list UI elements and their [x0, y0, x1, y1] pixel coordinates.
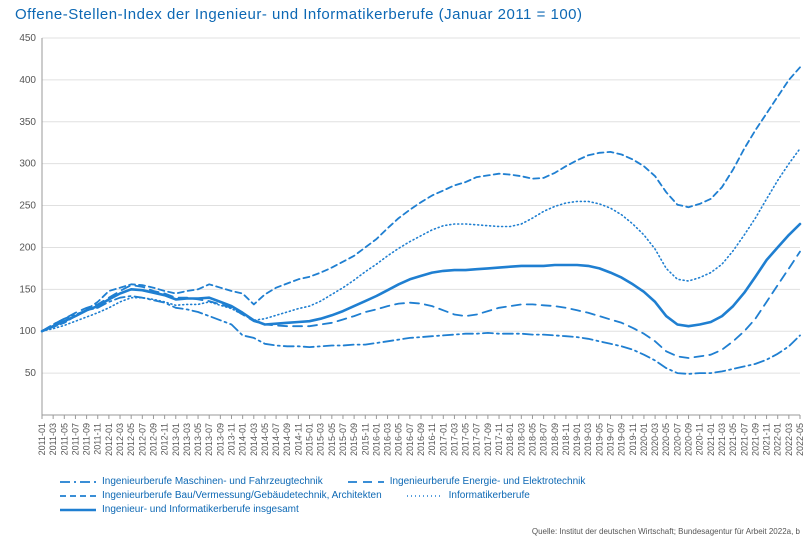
svg-text:2012-01: 2012-01 — [104, 423, 114, 456]
svg-text:2011-11: 2011-11 — [93, 423, 103, 455]
svg-text:2021-09: 2021-09 — [750, 423, 760, 456]
svg-text:2014-09: 2014-09 — [282, 423, 292, 456]
svg-text:2017-03: 2017-03 — [449, 423, 459, 456]
legend-label: Ingenieurberufe Energie- und Elektrotech… — [390, 475, 586, 489]
svg-text:2012-11: 2012-11 — [160, 423, 170, 455]
svg-text:2017-01: 2017-01 — [438, 423, 448, 456]
series-energie — [42, 252, 800, 358]
svg-text:50: 50 — [25, 368, 37, 379]
svg-text:2019-09: 2019-09 — [617, 423, 627, 456]
legend-item-maschinen: Ingenieurberufe Maschinen- und Fahrzeugt… — [60, 475, 323, 489]
svg-text:2014-03: 2014-03 — [249, 423, 259, 456]
svg-text:2022-03: 2022-03 — [784, 423, 794, 456]
svg-text:2018-11: 2018-11 — [561, 423, 571, 455]
svg-text:2018-09: 2018-09 — [550, 423, 560, 456]
legend-label: Ingenieurberufe Maschinen- und Fahrzeugt… — [102, 475, 323, 489]
line-chart: 50 100 150 200 250 300 350 400 450 2011-012011-03… — [0, 30, 810, 470]
svg-text:2019-05: 2019-05 — [594, 423, 604, 456]
legend-label: Ingenieurberufe Bau/Vermessung/Gebäudete… — [102, 489, 382, 503]
svg-text:2016-09: 2016-09 — [416, 423, 426, 456]
svg-text:2013-07: 2013-07 — [204, 423, 214, 456]
svg-text:400: 400 — [19, 75, 36, 86]
svg-text:2021-11: 2021-11 — [762, 423, 772, 455]
svg-text:2013-09: 2013-09 — [215, 423, 225, 456]
svg-text:300: 300 — [19, 159, 36, 170]
svg-text:2016-03: 2016-03 — [383, 423, 393, 456]
svg-text:2017-05: 2017-05 — [461, 423, 471, 456]
svg-text:350: 350 — [19, 117, 36, 128]
legend-item-bau: Ingenieurberufe Bau/Vermessung/Gebäudete… — [60, 489, 382, 503]
legend-item-informatik: Informatikerberufe — [407, 489, 530, 503]
svg-text:2011-07: 2011-07 — [70, 423, 80, 455]
svg-text:2016-05: 2016-05 — [394, 423, 404, 456]
svg-text:2013-03: 2013-03 — [182, 423, 192, 456]
svg-text:2020-03: 2020-03 — [650, 423, 660, 456]
svg-text:2011-09: 2011-09 — [82, 423, 92, 455]
source-line: Quelle: Institut der deutschen Wirtschaf… — [532, 527, 800, 536]
svg-text:2015-05: 2015-05 — [327, 423, 337, 456]
svg-text:2018-07: 2018-07 — [539, 423, 549, 456]
svg-text:2011-01: 2011-01 — [37, 423, 47, 455]
svg-text:2012-03: 2012-03 — [115, 423, 125, 456]
svg-text:2020-09: 2020-09 — [684, 423, 694, 456]
svg-text:2015-01: 2015-01 — [305, 423, 315, 456]
svg-text:2016-01: 2016-01 — [371, 423, 381, 456]
svg-text:2020-07: 2020-07 — [672, 423, 682, 456]
svg-text:2012-05: 2012-05 — [126, 423, 136, 456]
svg-text:2019-03: 2019-03 — [583, 423, 593, 456]
svg-text:2021-01: 2021-01 — [706, 423, 716, 456]
svg-text:200: 200 — [19, 242, 36, 253]
svg-text:2013-01: 2013-01 — [171, 423, 181, 456]
svg-text:2021-07: 2021-07 — [739, 423, 749, 456]
svg-text:250: 250 — [19, 201, 36, 212]
svg-text:2015-03: 2015-03 — [316, 423, 326, 456]
svg-text:150: 150 — [19, 284, 36, 295]
series-gesamt — [42, 224, 800, 331]
series-informatik — [42, 149, 800, 332]
svg-text:2017-09: 2017-09 — [483, 423, 493, 456]
svg-text:2015-11: 2015-11 — [360, 423, 370, 455]
svg-text:2014-07: 2014-07 — [271, 423, 281, 456]
svg-text:100: 100 — [19, 326, 36, 337]
series-maschinen — [42, 296, 800, 374]
svg-text:2014-05: 2014-05 — [260, 423, 270, 456]
legend-label: Ingenieur- und Informatikerberufe insges… — [102, 503, 299, 517]
svg-text:2021-05: 2021-05 — [728, 423, 738, 456]
svg-text:2013-11: 2013-11 — [227, 423, 237, 455]
svg-text:2019-01: 2019-01 — [572, 423, 582, 456]
svg-text:2017-07: 2017-07 — [472, 423, 482, 456]
svg-text:2011-05: 2011-05 — [59, 423, 69, 455]
legend-item-gesamt: Ingenieur- und Informatikerberufe insges… — [60, 503, 299, 517]
svg-text:2013-05: 2013-05 — [193, 423, 203, 456]
svg-text:2012-07: 2012-07 — [137, 423, 147, 456]
svg-text:2020-05: 2020-05 — [661, 423, 671, 456]
svg-text:2022-05: 2022-05 — [795, 423, 805, 456]
svg-text:2018-03: 2018-03 — [516, 423, 526, 456]
svg-text:2011-03: 2011-03 — [48, 423, 58, 455]
svg-text:450: 450 — [19, 33, 36, 44]
legend-item-energie: Ingenieurberufe Energie- und Elektrotech… — [348, 475, 586, 489]
legend: Ingenieurberufe Maschinen- und Fahrzeugt… — [60, 475, 800, 517]
svg-text:2020-11: 2020-11 — [695, 423, 705, 455]
svg-text:2014-01: 2014-01 — [238, 423, 248, 456]
svg-text:2015-07: 2015-07 — [338, 423, 348, 456]
svg-text:2014-11: 2014-11 — [293, 423, 303, 455]
svg-text:2017-11: 2017-11 — [494, 423, 504, 455]
svg-text:2019-07: 2019-07 — [606, 423, 616, 456]
svg-text:2019-11: 2019-11 — [628, 423, 638, 455]
svg-text:2021-03: 2021-03 — [717, 423, 727, 456]
svg-text:2018-05: 2018-05 — [527, 423, 537, 456]
svg-text:2022-01: 2022-01 — [773, 423, 783, 456]
chart-title: Offene-Stellen-Index der Ingenieur- und … — [15, 6, 583, 23]
svg-text:2012-09: 2012-09 — [148, 423, 158, 456]
legend-label: Informatikerberufe — [449, 489, 530, 503]
svg-text:2016-11: 2016-11 — [427, 423, 437, 455]
svg-text:2015-09: 2015-09 — [349, 423, 359, 456]
svg-text:2016-07: 2016-07 — [405, 423, 415, 456]
svg-text:2020-01: 2020-01 — [639, 423, 649, 456]
svg-text:2018-01: 2018-01 — [505, 423, 515, 456]
